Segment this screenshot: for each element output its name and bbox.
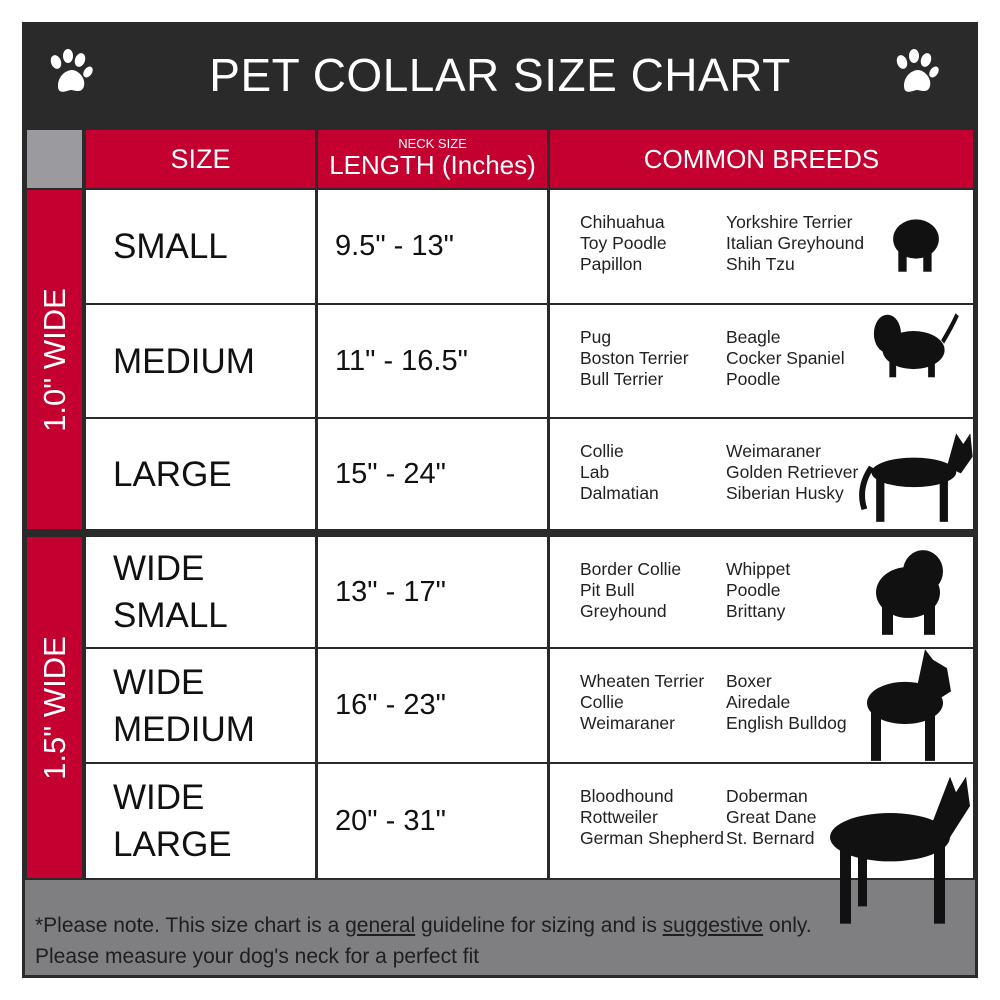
breed-name: Collie bbox=[580, 692, 624, 712]
dog-silhouette-icon bbox=[859, 433, 973, 522]
size-word: SMALL bbox=[113, 227, 228, 266]
breeds-cell: Bloodhound Rottweiler German Shepherd Dobe… bbox=[550, 764, 973, 878]
size-word: WIDE bbox=[113, 662, 205, 702]
breeds-list: Weimaraner Golden Retriever Siberian Husky bbox=[726, 441, 858, 504]
breeds-list: Border Collie Pit Bull Greyhound bbox=[580, 559, 681, 622]
breed-name: Weimaraner bbox=[580, 713, 675, 733]
breed-name: Poodle bbox=[726, 369, 781, 389]
breed-name: Great Dane bbox=[726, 807, 817, 827]
breed-name: Border Collie bbox=[580, 559, 682, 579]
note-text: *Please note. This size chart is a bbox=[35, 914, 346, 937]
size-cell: SMALL bbox=[86, 190, 315, 303]
size-word: LARGE bbox=[113, 454, 232, 494]
size-cell: LARGE bbox=[86, 419, 315, 529]
breeds-list: Yorkshire Terrier Italian Greyhound Shih T… bbox=[726, 212, 864, 275]
dog-silhouette-icon bbox=[867, 649, 951, 761]
header-breeds: COMMON BREEDS bbox=[550, 130, 973, 188]
breed-name: Dalmatian bbox=[580, 483, 659, 503]
breeds-list: Doberman Great Dane St. Bernard bbox=[726, 786, 816, 849]
breed-name: Bloodhound bbox=[580, 786, 674, 806]
size-word: SMALL bbox=[113, 596, 228, 635]
breed-name: Rottweiler bbox=[580, 807, 658, 827]
breed-name: Bull Terrier bbox=[580, 369, 664, 389]
breeds-list: Whippet Poodle Brittany bbox=[726, 559, 790, 622]
length-cell: 15" - 24" bbox=[318, 419, 547, 529]
group-label: 1.0" WIDE bbox=[27, 190, 82, 529]
group-label: 1.5" WIDE bbox=[27, 537, 82, 878]
size-cell: WIDE SMALL bbox=[86, 537, 315, 647]
breeds-list: Beagle Cocker Spaniel Poodle bbox=[726, 327, 845, 390]
paw-icon bbox=[50, 49, 93, 92]
breed-name: Pit Bull bbox=[580, 580, 635, 600]
breed-name: Lab bbox=[580, 462, 610, 482]
length-cell: 11" - 16.5" bbox=[318, 305, 547, 417]
size-cell: WIDE LARGE bbox=[86, 764, 315, 878]
dog-silhouette-icon bbox=[876, 550, 943, 635]
breeds-list: Bloodhound Rottweiler German Shepherd bbox=[580, 786, 724, 849]
header-length: NECK SIZE LENGTH (Inches) bbox=[318, 130, 547, 188]
size-cell: MEDIUM bbox=[86, 305, 315, 417]
note-underline: suggestive bbox=[662, 914, 764, 937]
breed-name: Papillon bbox=[580, 254, 643, 274]
length-cell: 20" - 31" bbox=[318, 764, 547, 878]
breed-name: Shih Tzu bbox=[726, 254, 795, 274]
breed-name: Doberman bbox=[726, 786, 808, 806]
breed-name: Boston Terrier bbox=[580, 348, 689, 368]
breeds-list: Boxer Airedale English Bulldog bbox=[726, 671, 847, 734]
header-size-label: SIZE bbox=[170, 143, 231, 174]
header-length-label: LENGTH (Inches) bbox=[329, 149, 536, 180]
dog-silhouette-icon bbox=[830, 776, 970, 924]
breed-name: German Shepherd bbox=[580, 828, 724, 848]
header-length-sub: NECK SIZE bbox=[398, 135, 467, 151]
breed-name: Poodle bbox=[726, 580, 781, 600]
breed-name: Boxer bbox=[726, 671, 772, 691]
breeds-list: Pug Boston Terrier Bull Terrier bbox=[580, 327, 689, 390]
breed-name: Whippet bbox=[726, 559, 791, 579]
paw-icon bbox=[896, 49, 939, 92]
size-word: LARGE bbox=[113, 825, 232, 864]
breed-name: Collie bbox=[580, 441, 624, 461]
breed-name: Wheaten Terrier bbox=[580, 671, 705, 691]
header-size: SIZE bbox=[86, 130, 315, 188]
page-title: PET COLLAR SIZE CHART bbox=[22, 22, 978, 128]
breed-name: Italian Greyhound bbox=[726, 233, 865, 253]
breed-name: Beagle bbox=[726, 327, 781, 347]
breed-name: Greyhound bbox=[580, 601, 667, 621]
length-cell: 13" - 17" bbox=[318, 537, 547, 647]
size-word: MEDIUM bbox=[113, 341, 255, 381]
breed-name: Golden Retriever bbox=[726, 462, 859, 482]
breed-name: St. Bernard bbox=[726, 828, 815, 848]
note-text: only. bbox=[763, 914, 812, 937]
corner-cell bbox=[27, 130, 82, 188]
breeds-list: Collie Lab Dalmatian bbox=[580, 441, 659, 504]
breed-name: Airedale bbox=[726, 692, 791, 712]
length-cell: 9.5" - 13" bbox=[318, 190, 547, 303]
footer-note: *Please note. This size chart is a gener… bbox=[25, 880, 975, 975]
size-word: WIDE bbox=[113, 778, 205, 817]
breeds-list: Wheaten Terrier Collie Weimaraner bbox=[580, 671, 704, 734]
note-text: guideline for sizing and is bbox=[415, 914, 663, 937]
group-label-text: 1.5" WIDE bbox=[36, 635, 72, 780]
note-text: Please measure your dog's neck for a per… bbox=[35, 945, 480, 968]
length-cell: 16" - 23" bbox=[318, 649, 547, 762]
breed-name: Siberian Husky bbox=[726, 483, 844, 503]
header-breeds-label: COMMON BREEDS bbox=[643, 143, 880, 174]
breed-name: Toy Poodle bbox=[580, 233, 667, 253]
breed-name: Weimaraner bbox=[726, 441, 821, 461]
breed-name: Cocker Spaniel bbox=[726, 348, 845, 368]
dog-silhouette-icon bbox=[893, 219, 939, 272]
note-underline: general bbox=[345, 914, 416, 937]
breed-name: Pug bbox=[580, 327, 612, 347]
breed-name: Brittany bbox=[726, 601, 786, 621]
breed-name: Chihuahua bbox=[580, 212, 665, 232]
dog-silhouette-icon bbox=[873, 313, 959, 378]
breeds-list: Chihuahua Toy Poodle Papillon bbox=[580, 212, 667, 275]
size-word: MEDIUM bbox=[113, 709, 255, 749]
breeds-cell: Pug Boston Terrier Bull Terrier Beagle Cock… bbox=[550, 305, 973, 417]
size-cell: WIDE MEDIUM bbox=[86, 649, 315, 762]
group-label-text: 1.0" WIDE bbox=[36, 287, 72, 432]
breed-name: English Bulldog bbox=[726, 713, 847, 733]
breed-name: Yorkshire Terrier bbox=[726, 212, 853, 232]
size-word: WIDE bbox=[113, 549, 205, 588]
